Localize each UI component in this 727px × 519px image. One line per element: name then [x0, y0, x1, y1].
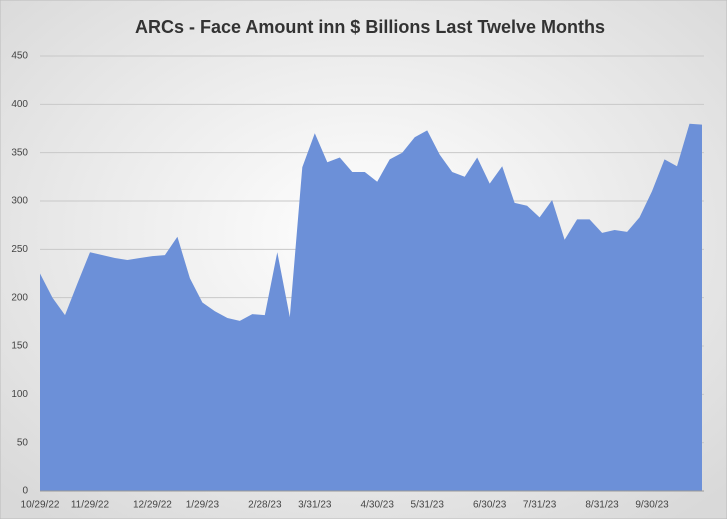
y-tick-label: 450	[11, 51, 28, 62]
y-tick-label: 0	[22, 486, 28, 497]
x-tick-label: 4/30/23	[361, 500, 395, 511]
x-tick-label: 11/29/22	[71, 500, 110, 511]
x-tick-label: 9/30/23	[635, 500, 669, 511]
x-tick-label: 1/29/23	[186, 500, 220, 511]
x-tick-label: 6/30/23	[473, 500, 507, 511]
y-tick-label: 200	[11, 292, 28, 303]
y-tick-label: 250	[11, 244, 28, 255]
y-tick-label: 50	[17, 437, 29, 448]
x-tick-label: 10/29/22	[21, 500, 60, 511]
x-tick-label: 8/31/23	[585, 500, 619, 511]
area	[40, 123, 702, 491]
chart-title: ARCs - Face Amount inn $ Billions Last T…	[135, 17, 605, 37]
x-tick-label: 2/28/23	[248, 500, 282, 511]
x-tick-label: 5/31/23	[411, 500, 445, 511]
y-tick-label: 350	[11, 147, 28, 158]
y-tick-label: 300	[11, 196, 28, 207]
y-tick-label: 400	[11, 99, 28, 110]
y-tick-label: 100	[11, 389, 28, 400]
x-tick-label: 7/31/23	[523, 500, 557, 511]
x-tick-label: 12/29/22	[133, 500, 172, 511]
x-tick-label: 3/31/23	[298, 500, 332, 511]
y-tick-label: 150	[11, 341, 28, 352]
